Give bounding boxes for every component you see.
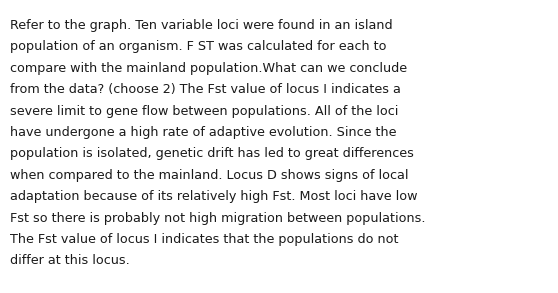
Text: population is isolated, genetic drift has led to great differences: population is isolated, genetic drift ha… bbox=[10, 147, 414, 160]
Text: from the data? (choose 2) The Fst value of locus I indicates a: from the data? (choose 2) The Fst value … bbox=[10, 83, 401, 96]
Text: compare with the mainland population.What can we conclude: compare with the mainland population.Wha… bbox=[10, 62, 407, 75]
Text: population of an organism. F ST was calculated for each to: population of an organism. F ST was calc… bbox=[10, 40, 387, 53]
Text: Refer to the graph. Ten variable loci were found in an island: Refer to the graph. Ten variable loci we… bbox=[10, 19, 393, 32]
Text: have undergone a high rate of adaptive evolution. Since the: have undergone a high rate of adaptive e… bbox=[10, 126, 397, 139]
Text: adaptation because of its relatively high Fst. Most loci have low: adaptation because of its relatively hig… bbox=[10, 190, 417, 203]
Text: The Fst value of locus I indicates that the populations do not: The Fst value of locus I indicates that … bbox=[10, 233, 398, 246]
Text: when compared to the mainland. Locus D shows signs of local: when compared to the mainland. Locus D s… bbox=[10, 169, 408, 182]
Text: severe limit to gene flow between populations. All of the loci: severe limit to gene flow between popula… bbox=[10, 105, 398, 117]
Text: differ at this locus.: differ at this locus. bbox=[10, 254, 130, 267]
Text: Fst so there is probably not high migration between populations.: Fst so there is probably not high migrat… bbox=[10, 212, 426, 224]
